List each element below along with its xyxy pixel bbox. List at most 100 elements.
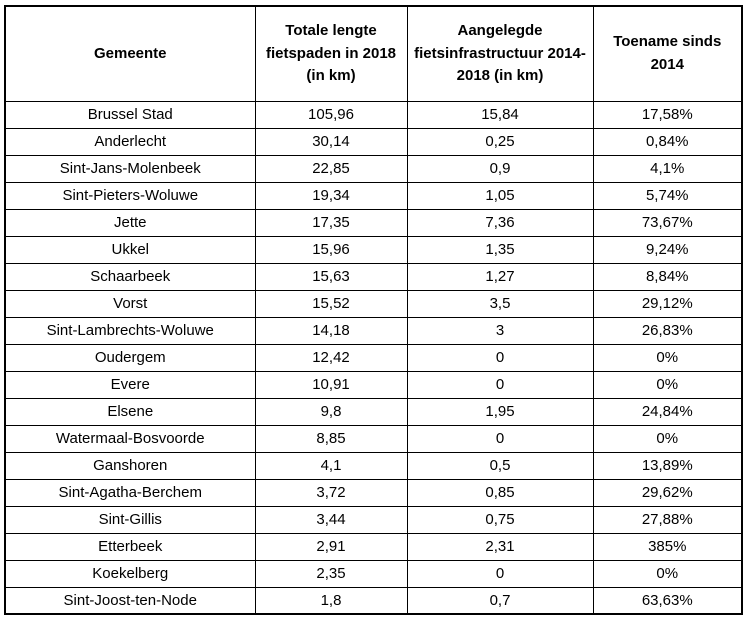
- totale-lengte-cell: 15,96: [254, 235, 408, 264]
- toename-cell: 0,84%: [592, 127, 743, 156]
- table-row: Sint-Pieters-Woluwe 19,34 1,05 5,74%: [4, 181, 743, 210]
- totale-lengte-cell: 17,35: [254, 208, 408, 237]
- totale-lengte-cell: 2,35: [254, 559, 408, 588]
- aangelegde-cell: 2,31: [406, 532, 594, 561]
- totale-lengte-cell: 15,63: [254, 262, 408, 291]
- table-row: Jette 17,35 7,36 73,67%: [4, 208, 743, 237]
- gemeente-cell: Elsene: [4, 397, 256, 426]
- gemeente-cell: Evere: [4, 370, 256, 399]
- table-row: Sint-Joost-ten-Node 1,8 0,7 63,63%: [4, 586, 743, 615]
- table-row: Etterbeek 2,91 2,31 385%: [4, 532, 743, 561]
- aangelegde-cell: 15,84: [406, 100, 594, 129]
- toename-cell: 0%: [592, 424, 743, 453]
- gemeente-cell: Sint-Lambrechts-Woluwe: [4, 316, 256, 345]
- table-row: Ukkel 15,96 1,35 9,24%: [4, 235, 743, 264]
- totale-lengte-cell: 30,14: [254, 127, 408, 156]
- aangelegde-cell: 7,36: [406, 208, 594, 237]
- table-body: Brussel Stad 105,96 15,84 17,58% Anderlecht 3…: [4, 100, 743, 615]
- gemeente-cell: Ganshoren: [4, 451, 256, 480]
- table-row: Koekelberg 2,35 0 0%: [4, 559, 743, 588]
- totale-lengte-cell: 3,44: [254, 505, 408, 534]
- toename-cell: 0%: [592, 370, 743, 399]
- toename-cell: 0%: [592, 343, 743, 372]
- totale-lengte-cell: 12,42: [254, 343, 408, 372]
- toename-cell: 5,74%: [592, 181, 743, 210]
- gemeente-cell: Schaarbeek: [4, 262, 256, 291]
- toename-cell: 9,24%: [592, 235, 743, 264]
- toename-cell: 13,89%: [592, 451, 743, 480]
- table-row: Schaarbeek 15,63 1,27 8,84%: [4, 262, 743, 291]
- aangelegde-cell: 0,7: [406, 586, 594, 615]
- table-row: Sint-Jans-Molenbeek 22,85 0,9 4,1%: [4, 154, 743, 183]
- toename-cell: 24,84%: [592, 397, 743, 426]
- totale-lengte-cell: 14,18: [254, 316, 408, 345]
- toename-cell: 17,58%: [592, 100, 743, 129]
- aangelegde-cell: 3: [406, 316, 594, 345]
- totale-lengte-cell: 3,72: [254, 478, 408, 507]
- toename-cell: 29,12%: [592, 289, 743, 318]
- table-row: Sint-Agatha-Berchem 3,72 0,85 29,62%: [4, 478, 743, 507]
- gemeente-cell: Sint-Agatha-Berchem: [4, 478, 256, 507]
- totale-lengte-cell: 19,34: [254, 181, 408, 210]
- toename-cell: 4,1%: [592, 154, 743, 183]
- gemeente-cell: Sint-Jans-Molenbeek: [4, 154, 256, 183]
- totale-lengte-cell: 9,8: [254, 397, 408, 426]
- aangelegde-cell: 0,25: [406, 127, 594, 156]
- column-header-aangelegde-infrastructuur: Aangelegde fietsinfrastructuur 2014-2018…: [406, 5, 594, 102]
- aangelegde-cell: 1,05: [406, 181, 594, 210]
- toename-cell: 73,67%: [592, 208, 743, 237]
- toename-cell: 29,62%: [592, 478, 743, 507]
- aangelegde-cell: 1,35: [406, 235, 594, 264]
- totale-lengte-cell: 2,91: [254, 532, 408, 561]
- totale-lengte-cell: 22,85: [254, 154, 408, 183]
- aangelegde-cell: 0: [406, 559, 594, 588]
- column-header-totale-lengte: Totale lengte fietspaden in 2018 (in km): [254, 5, 408, 102]
- table-row: Oudergem 12,42 0 0%: [4, 343, 743, 372]
- aangelegde-cell: 0,9: [406, 154, 594, 183]
- totale-lengte-cell: 105,96: [254, 100, 408, 129]
- table-row: Vorst 15,52 3,5 29,12%: [4, 289, 743, 318]
- totale-lengte-cell: 1,8: [254, 586, 408, 615]
- gemeente-cell: Koekelberg: [4, 559, 256, 588]
- table-row: Sint-Lambrechts-Woluwe 14,18 3 26,83%: [4, 316, 743, 345]
- aangelegde-cell: 1,95: [406, 397, 594, 426]
- toename-cell: 26,83%: [592, 316, 743, 345]
- table-row: Ganshoren 4,1 0,5 13,89%: [4, 451, 743, 480]
- gemeente-cell: Brussel Stad: [4, 100, 256, 129]
- gemeente-cell: Oudergem: [4, 343, 256, 372]
- table-row: Watermaal-Bosvoorde 8,85 0 0%: [4, 424, 743, 453]
- toename-cell: 8,84%: [592, 262, 743, 291]
- table-header: Gemeente Totale lengte fietspaden in 201…: [4, 5, 743, 102]
- toename-cell: 385%: [592, 532, 743, 561]
- totale-lengte-cell: 4,1: [254, 451, 408, 480]
- totale-lengte-cell: 10,91: [254, 370, 408, 399]
- toename-cell: 63,63%: [592, 586, 743, 615]
- aangelegde-cell: 1,27: [406, 262, 594, 291]
- aangelegde-cell: 3,5: [406, 289, 594, 318]
- aangelegde-cell: 0,85: [406, 478, 594, 507]
- table-row: Evere 10,91 0 0%: [4, 370, 743, 399]
- gemeente-cell: Etterbeek: [4, 532, 256, 561]
- table-row: Elsene 9,8 1,95 24,84%: [4, 397, 743, 426]
- gemeente-cell: Anderlecht: [4, 127, 256, 156]
- aangelegde-cell: 0: [406, 424, 594, 453]
- column-header-gemeente: Gemeente: [4, 5, 256, 102]
- gemeente-cell: Vorst: [4, 289, 256, 318]
- totale-lengte-cell: 8,85: [254, 424, 408, 453]
- gemeente-cell: Ukkel: [4, 235, 256, 264]
- table-row: Brussel Stad 105,96 15,84 17,58%: [4, 100, 743, 129]
- totale-lengte-cell: 15,52: [254, 289, 408, 318]
- gemeente-cell: Watermaal-Bosvoorde: [4, 424, 256, 453]
- aangelegde-cell: 0,5: [406, 451, 594, 480]
- aangelegde-cell: 0: [406, 370, 594, 399]
- toename-cell: 0%: [592, 559, 743, 588]
- table-row: Anderlecht 30,14 0,25 0,84%: [4, 127, 743, 156]
- gemeente-cell: Sint-Joost-ten-Node: [4, 586, 256, 615]
- gemeente-cell: Sint-Pieters-Woluwe: [4, 181, 256, 210]
- gemeente-cell: Jette: [4, 208, 256, 237]
- fietspaden-table: Gemeente Totale lengte fietspaden in 201…: [4, 5, 743, 615]
- toename-cell: 27,88%: [592, 505, 743, 534]
- aangelegde-cell: 0,75: [406, 505, 594, 534]
- table-row: Sint-Gillis 3,44 0,75 27,88%: [4, 505, 743, 534]
